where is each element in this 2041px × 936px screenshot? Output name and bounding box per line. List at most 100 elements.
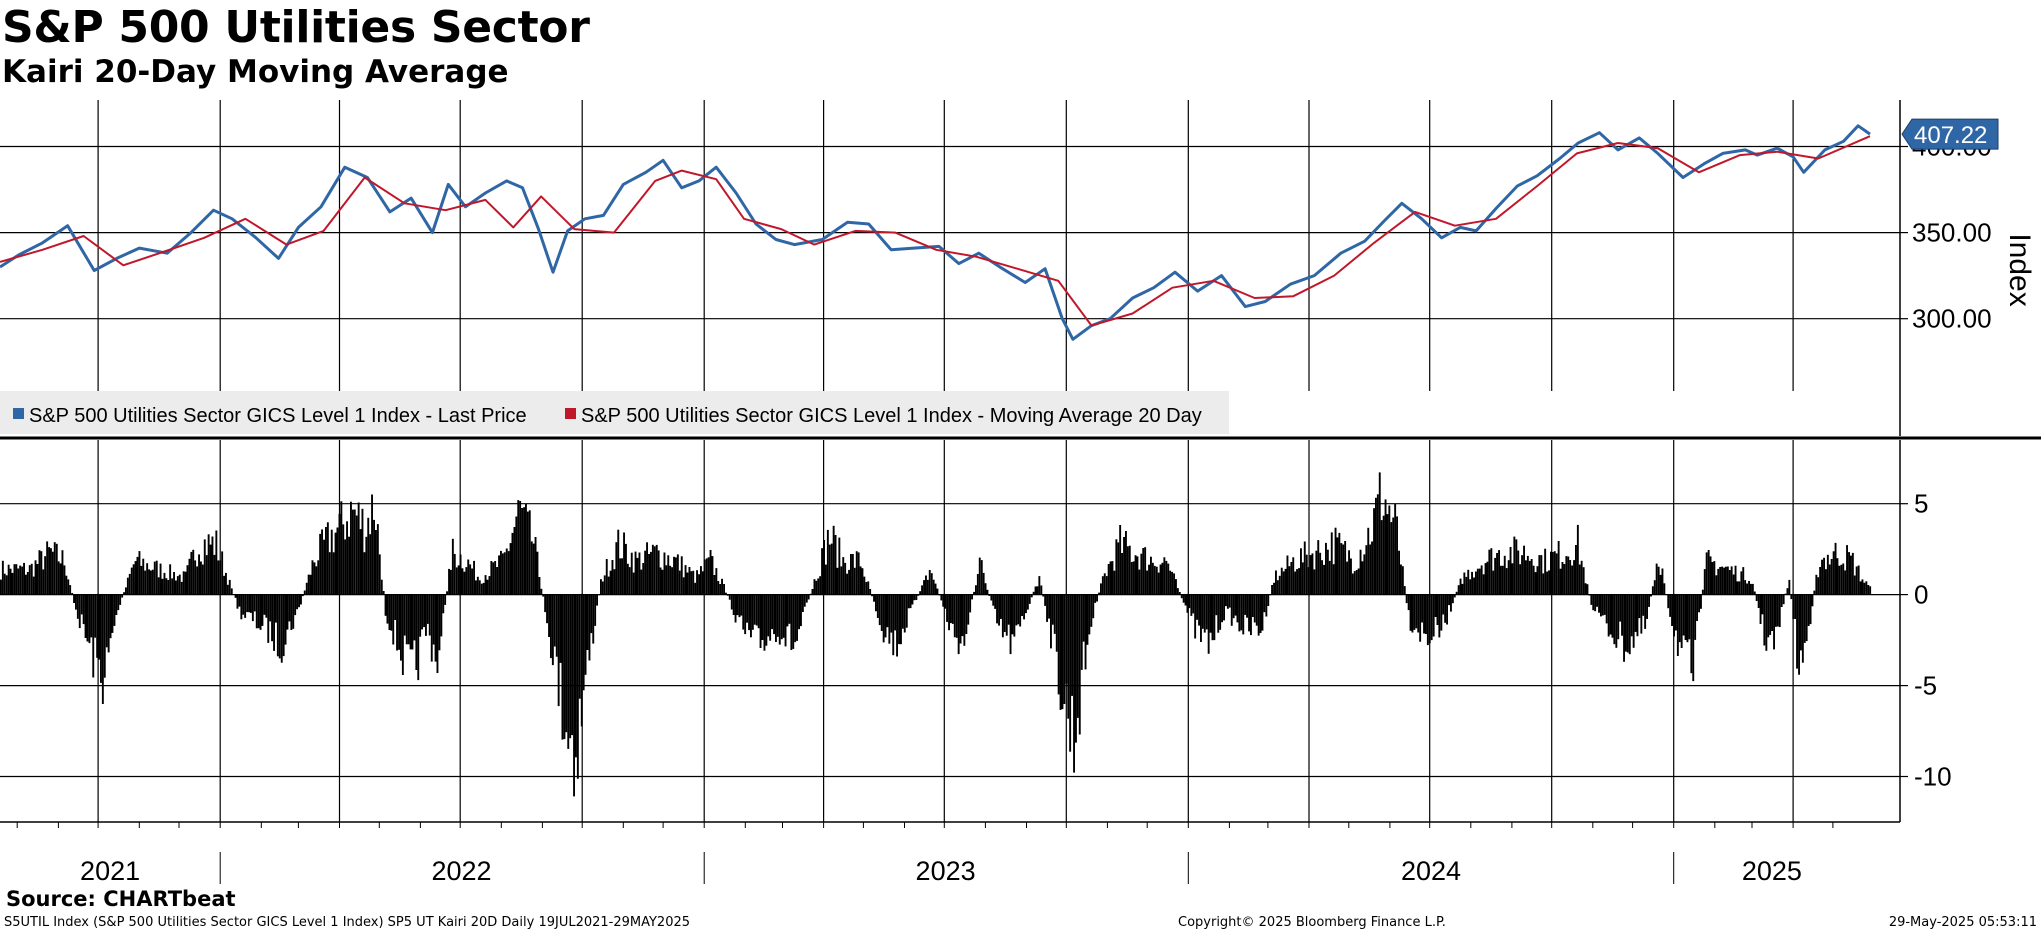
kairi-bar xyxy=(1125,531,1127,595)
kairi-bar xyxy=(1298,568,1300,595)
kairi-bar xyxy=(1805,594,1808,642)
kairi-bar xyxy=(1192,594,1195,614)
kairi-bar xyxy=(1859,581,1862,595)
x-axis-year-label: 2024 xyxy=(1401,856,1461,886)
legend-label-moving-average[interactable]: S&P 500 Utilities Sector GICS Level 1 In… xyxy=(581,405,1202,427)
kairi-bar xyxy=(1655,563,1658,595)
kairi-bar xyxy=(1286,555,1289,595)
kairi-bar xyxy=(1553,551,1556,595)
kairi-bar xyxy=(1405,594,1408,604)
kairi-bar xyxy=(1498,550,1500,595)
kairi-bar xyxy=(498,555,500,595)
kairi-bar xyxy=(1361,561,1364,595)
kairi-bar xyxy=(73,594,75,603)
kairi-bar xyxy=(451,538,454,595)
kairi-bar xyxy=(1380,520,1383,595)
kairi-bar xyxy=(1609,594,1612,635)
kairi-bar xyxy=(1426,594,1429,646)
kairi-bar xyxy=(882,594,885,643)
kairi-bar xyxy=(1444,594,1447,623)
kairi-bar xyxy=(719,584,722,595)
kairi-bar xyxy=(646,542,648,595)
kairi-bar xyxy=(1038,576,1041,595)
kairi-bar xyxy=(1701,589,1704,595)
kairi-bar xyxy=(1813,590,1816,595)
kairi-bar xyxy=(401,594,404,675)
kairi-bar xyxy=(1425,594,1427,634)
kairi-bar xyxy=(84,594,87,638)
kairi-bar xyxy=(792,594,795,649)
kairi-bar xyxy=(292,594,295,629)
kairi-bar xyxy=(1409,594,1412,631)
kairi-bar xyxy=(598,594,600,596)
kairi-bar xyxy=(298,594,300,608)
kairi-bar xyxy=(1788,579,1791,595)
kairi-bar xyxy=(1726,566,1729,595)
kairi-bar xyxy=(744,594,747,635)
kairi-bar xyxy=(1569,560,1572,595)
kairi-bar xyxy=(355,515,358,595)
kairi-bar xyxy=(1646,594,1648,619)
legend-label-price[interactable]: S&P 500 Utilities Sector GICS Level 1 In… xyxy=(29,405,527,427)
kairi-bar xyxy=(1151,562,1154,595)
kairi-bar xyxy=(271,594,273,642)
kairi-bar xyxy=(1653,580,1656,595)
kairi-bar xyxy=(1850,555,1852,595)
kairi-bar xyxy=(765,594,768,646)
kairi-bar xyxy=(1288,566,1291,595)
kairi-bar xyxy=(1307,567,1310,595)
kairi-bar xyxy=(811,589,814,595)
kairi-bar xyxy=(1334,527,1337,595)
kairi-bar xyxy=(878,594,881,626)
kairi-bar xyxy=(263,594,266,615)
kairi-bar xyxy=(557,594,560,707)
lower-y-tick-label: 5 xyxy=(1914,489,1928,519)
kairi-bar xyxy=(140,565,143,595)
kairi-bar xyxy=(411,594,414,650)
kairi-bar xyxy=(663,552,666,595)
kairi-bar xyxy=(288,594,291,622)
kairi-bar xyxy=(1407,594,1410,611)
kairi-bar xyxy=(769,594,772,641)
kairi-bar xyxy=(113,594,116,626)
kairi-bar xyxy=(332,552,335,595)
kairi-bar xyxy=(234,594,237,598)
kairi-bar xyxy=(1396,516,1398,595)
kairi-bar xyxy=(213,554,216,595)
kairi-bar xyxy=(3,573,6,595)
kairi-bar xyxy=(376,524,379,595)
kairi-bar xyxy=(1273,582,1275,595)
kairi-bar xyxy=(923,580,925,595)
kairi-bar xyxy=(1834,542,1837,595)
kairi-bar xyxy=(100,594,102,683)
kairi-bar xyxy=(871,594,873,597)
kairi-bar xyxy=(1534,572,1537,595)
kairi-bar xyxy=(1248,594,1250,632)
kairi-bar xyxy=(809,593,812,595)
kairi-bar xyxy=(511,532,514,595)
kairi-bar xyxy=(1792,594,1795,619)
kairi-bar xyxy=(282,594,285,657)
kairi-bar xyxy=(900,594,902,645)
kairi-bar xyxy=(473,560,475,595)
kairi-bar xyxy=(1713,561,1716,595)
kairi-bar xyxy=(1215,594,1218,616)
last-price-line xyxy=(0,124,1871,341)
lower-y-tick-label: -5 xyxy=(1914,671,1937,701)
kairi-bar xyxy=(455,567,458,595)
kairi-bar xyxy=(915,594,918,600)
kairi-bar xyxy=(1413,594,1416,630)
kairi-bar xyxy=(1851,552,1854,595)
kairi-bar xyxy=(1328,560,1331,595)
kairi-bar xyxy=(430,594,433,662)
kairi-bar xyxy=(1811,594,1814,607)
kairi-bar xyxy=(1586,584,1589,595)
kairi-bar xyxy=(1848,552,1850,595)
kairi-bar xyxy=(1340,543,1343,595)
kairi-bar xyxy=(265,594,268,618)
kairi-bar xyxy=(961,594,964,637)
kairi-bar xyxy=(1163,557,1166,595)
kairi-bar xyxy=(1573,560,1575,595)
kairi-bar xyxy=(1500,565,1502,595)
kairi-bar xyxy=(132,564,135,595)
